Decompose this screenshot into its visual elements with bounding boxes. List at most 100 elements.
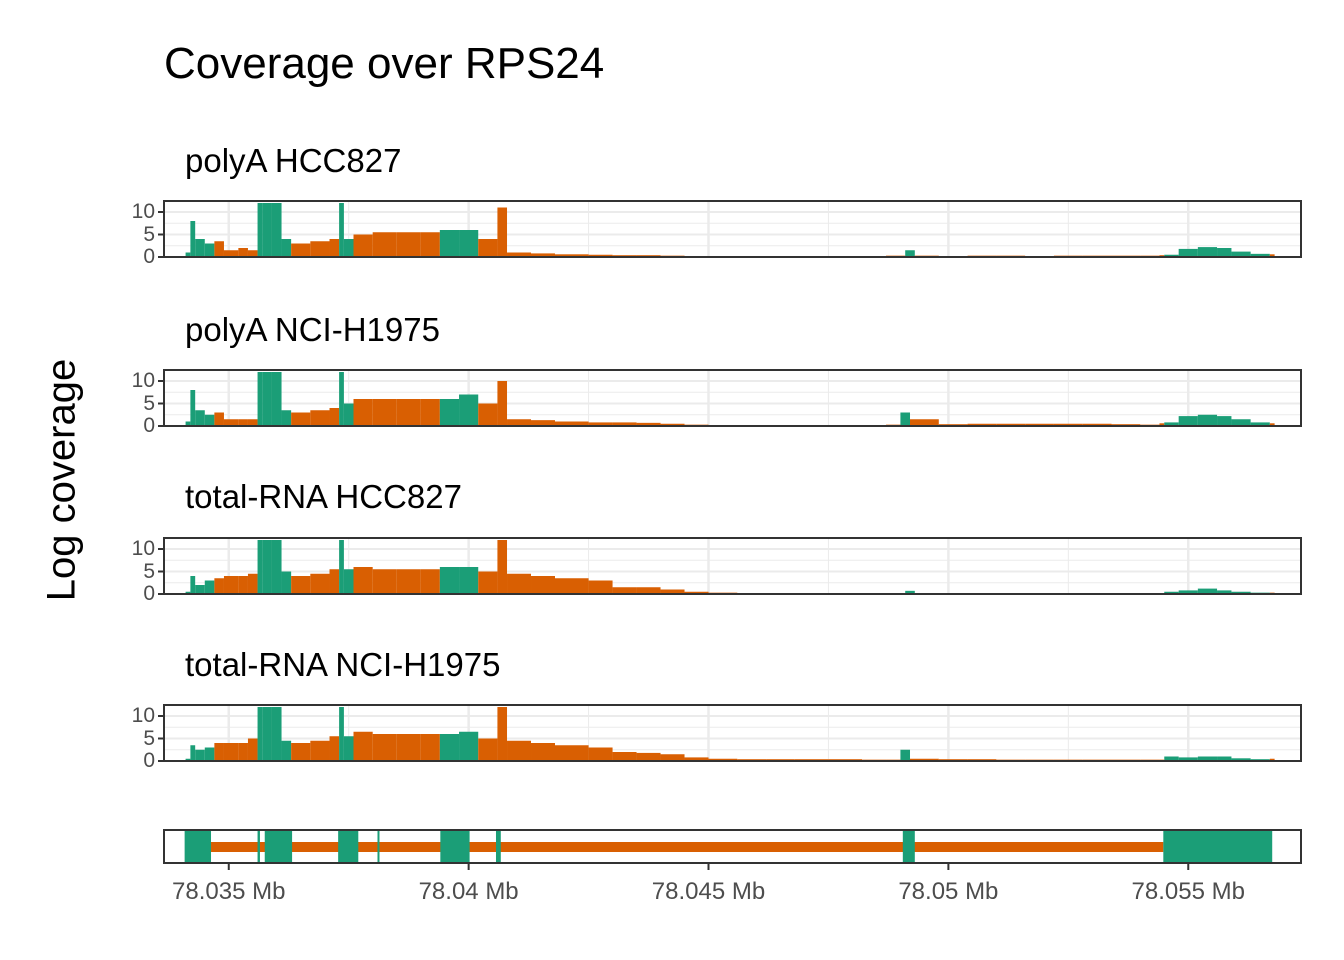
exon-block [1163, 830, 1273, 863]
intron-coverage-bar [684, 757, 709, 761]
exon-coverage-bar [1231, 251, 1251, 257]
exon-coverage-bar [185, 252, 191, 257]
intron-coverage-bar [478, 571, 498, 594]
panel-title: total-RNA NCI-H1975 [185, 646, 501, 683]
intron-coverage-bar [329, 736, 340, 761]
x-tick-label: 78.045 Mb [651, 878, 766, 905]
intron-coverage-bar [636, 752, 661, 761]
intron-coverage-bar [238, 743, 248, 761]
exon-coverage-bar [1178, 590, 1198, 594]
exon-coverage-bar [1197, 414, 1218, 426]
exon-coverage-bar [339, 203, 344, 257]
intron-coverage-bar [420, 734, 440, 761]
exon-coverage-bar [262, 707, 272, 761]
intron-coverage-bar [497, 707, 508, 761]
exon-coverage-bar [1178, 248, 1198, 257]
exon-coverage-bar [439, 230, 460, 257]
exon-coverage-bar [1164, 591, 1179, 594]
panel-frame [163, 369, 1302, 427]
intron-coverage-bar [554, 254, 589, 257]
gene-model-track [163, 829, 1302, 870]
intron-coverage-bar [310, 410, 330, 426]
intron-coverage-bar [612, 752, 637, 761]
intron-coverage-bar [636, 422, 661, 426]
exon-coverage-bar [281, 571, 292, 594]
coverage-panel [158, 537, 1302, 595]
intron-coverage-bar [684, 591, 709, 594]
intron-coverage-bar [1269, 254, 1275, 257]
exon-coverage-bar [459, 230, 479, 257]
intron-coverage-bar [1053, 423, 1083, 426]
x-tick-label: 78.05 Mb [898, 878, 999, 905]
y-tick-label: 5 [143, 726, 155, 750]
intron-coverage-bar [1269, 423, 1275, 426]
exon-coverage-bar [459, 394, 479, 426]
intron-coverage-bar [372, 232, 397, 257]
panel-frame [163, 537, 1302, 595]
intron-coverage-bar [478, 738, 498, 761]
exon-coverage-bar [339, 540, 344, 594]
intron-coverage-bar [396, 569, 421, 594]
intron-coverage-bar [291, 743, 311, 761]
chart-title: Coverage over RPS24 [164, 39, 605, 88]
y-tick-label: 10 [131, 200, 155, 223]
intron-coverage-bar [554, 421, 589, 426]
coverage-panel [158, 369, 1302, 427]
exon-coverage-bar [257, 203, 263, 257]
exon-block [338, 830, 359, 863]
gene-track-frame [163, 829, 1302, 864]
intron-coverage-bar [531, 253, 555, 257]
exon-coverage-bar [190, 390, 196, 426]
intron-coverage-bar [247, 738, 258, 761]
exon-block [264, 830, 293, 863]
intron-coverage-bar [497, 381, 508, 426]
exon-coverage-bar [459, 731, 479, 761]
exon-coverage-bar [271, 203, 282, 257]
y-tick-label: 0 [143, 414, 155, 437]
intron-coverage-bar [967, 423, 997, 426]
exon-block [184, 830, 212, 863]
intron-coverage-bar [223, 419, 239, 426]
intron-coverage-bar [396, 734, 421, 761]
y-tick-label: 5 [143, 222, 155, 246]
coverage-panel [158, 200, 1302, 258]
exon-coverage-bar [190, 576, 196, 594]
exon-coverage-bar [343, 403, 354, 426]
intron-coverage-bar [531, 743, 555, 761]
exon-coverage-bar [1231, 758, 1251, 761]
intron-coverage-bar [372, 569, 397, 594]
exon-coverage-bar [900, 412, 911, 426]
intron-coverage-bar [420, 399, 440, 426]
panel-title: polyA HCC827 [185, 142, 402, 179]
intron-coverage-bar [353, 731, 373, 761]
exon-coverage-bar [281, 239, 292, 257]
exon-coverage-bar [1217, 590, 1232, 594]
exon-coverage-bar [1164, 756, 1179, 761]
exon-coverage-bar [262, 203, 272, 257]
y-tick-label: 5 [143, 559, 155, 583]
intron-coverage-bar [588, 254, 613, 257]
exon-coverage-bar [185, 758, 191, 761]
exon-coverage-bar [204, 747, 215, 761]
exon-coverage-bar [1217, 416, 1232, 426]
exon-coverage-bar [262, 372, 272, 426]
exon-coverage-bar [195, 239, 205, 257]
y-tick-label: 0 [143, 245, 155, 268]
intron-coverage-bar [247, 250, 258, 257]
intron-coverage-bar [396, 399, 421, 426]
intron-coverage-bar [247, 573, 258, 594]
panel-frame [163, 704, 1302, 762]
intron-coverage-bar [291, 412, 311, 426]
intron-coverage-bar [708, 758, 738, 761]
intron-coverage-bar [1269, 758, 1275, 761]
exon-coverage-bar [905, 250, 915, 257]
intron-line [211, 842, 1164, 852]
intron-coverage-bar [372, 399, 397, 426]
exon-coverage-bar [1164, 254, 1179, 257]
intron-coverage-bar [291, 576, 311, 594]
intron-coverage-bar [329, 239, 340, 257]
exon-coverage-bar [1231, 419, 1251, 426]
intron-coverage-bar [660, 423, 685, 426]
exon-coverage-bar [281, 410, 292, 426]
intron-coverage-bar [497, 207, 508, 257]
